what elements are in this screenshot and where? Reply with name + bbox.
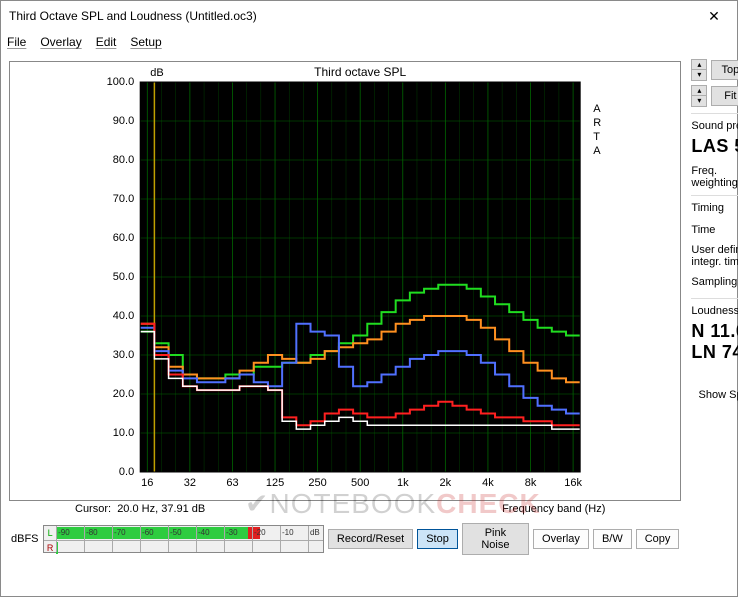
fit-button[interactable]: Fit <box>711 86 738 106</box>
spl-heading: Sound pressure level <box>691 120 738 132</box>
overlay-button[interactable]: Overlay <box>533 529 589 549</box>
svg-text:32: 32 <box>184 477 196 489</box>
spl-chart: 0.0 10.0 20.0 30.0 40.0 50.0 60.0 70.0 80.0 90.0 1… <box>9 61 681 501</box>
menu-file[interactable]: File <box>7 35 26 49</box>
svg-text:90.0: 90.0 <box>113 115 134 127</box>
fit-spinner[interactable]: ▴▾ <box>691 85 707 107</box>
svg-text:dB: dB <box>150 67 163 79</box>
cursor-value: 20.0 Hz, 37.91 dB <box>117 503 205 515</box>
cursor-label: Cursor: <box>75 503 111 515</box>
menu-setup[interactable]: Setup <box>130 35 161 49</box>
timing-heading: Timing <box>691 202 738 214</box>
svg-text:0.0: 0.0 <box>119 466 134 478</box>
window-title: Third Octave SPL and Loudness (Untitled.… <box>9 9 699 23</box>
loudness-heading: Loudness <box>691 305 738 317</box>
time-label: Time <box>691 224 738 236</box>
copy-button[interactable]: Copy <box>636 529 680 549</box>
svg-text:250: 250 <box>308 477 326 489</box>
svg-text:A: A <box>593 103 601 115</box>
svg-text:R: R <box>593 117 601 129</box>
svg-text:16: 16 <box>141 477 153 489</box>
svg-text:40.0: 40.0 <box>113 310 134 322</box>
menu-overlay[interactable]: Overlay <box>40 35 81 49</box>
svg-text:20.0: 20.0 <box>113 388 134 400</box>
dbfs-label: dBFS <box>11 533 39 545</box>
svg-text:125: 125 <box>266 477 284 489</box>
svg-text:100.0: 100.0 <box>107 76 135 88</box>
svg-text:1k: 1k <box>397 477 409 489</box>
top-spinner[interactable]: ▴▾ <box>691 59 707 81</box>
integ-time-label: User defined integr. time (s) <box>691 244 738 268</box>
svg-text:A: A <box>593 145 601 157</box>
loudness-sone: N 11.02 Sone <box>691 321 738 342</box>
stop-button[interactable]: Stop <box>417 529 458 549</box>
freq-weighting-label: Freq. weighting <box>691 165 738 189</box>
svg-text:16k: 16k <box>564 477 582 489</box>
spl-value: LAS 57.24 dB <box>691 136 738 157</box>
svg-text:Third octave SPL: Third octave SPL <box>314 65 406 79</box>
sampling-rate-label: Sampling rate <box>691 276 738 288</box>
svg-text:63: 63 <box>226 477 238 489</box>
loudness-phon: LN 74.62 Phon <box>691 342 738 363</box>
svg-text:70.0: 70.0 <box>113 193 134 205</box>
svg-text:60.0: 60.0 <box>113 232 134 244</box>
svg-text:8k: 8k <box>525 477 537 489</box>
top-button[interactable]: Top <box>711 60 738 80</box>
svg-text:2k: 2k <box>440 477 452 489</box>
level-meter: L R -90-80-70-60-50-40-30-20-10dB <box>43 525 324 553</box>
pink-noise-button[interactable]: Pink Noise <box>462 523 529 555</box>
svg-text:4k: 4k <box>482 477 494 489</box>
x-axis-label: Frequency band (Hz) <box>502 503 605 515</box>
menu-edit[interactable]: Edit <box>96 35 117 49</box>
svg-text:80.0: 80.0 <box>113 154 134 166</box>
bw-button[interactable]: B/W <box>593 529 632 549</box>
svg-text:T: T <box>593 131 600 143</box>
show-specific-label: Show Specific Loudness <box>699 389 738 401</box>
svg-text:500: 500 <box>351 477 369 489</box>
svg-text:10.0: 10.0 <box>113 427 134 439</box>
record-reset-button[interactable]: Record/Reset <box>328 529 413 549</box>
close-icon[interactable]: ✕ <box>699 8 729 25</box>
svg-text:50.0: 50.0 <box>113 271 134 283</box>
svg-text:30.0: 30.0 <box>113 349 134 361</box>
